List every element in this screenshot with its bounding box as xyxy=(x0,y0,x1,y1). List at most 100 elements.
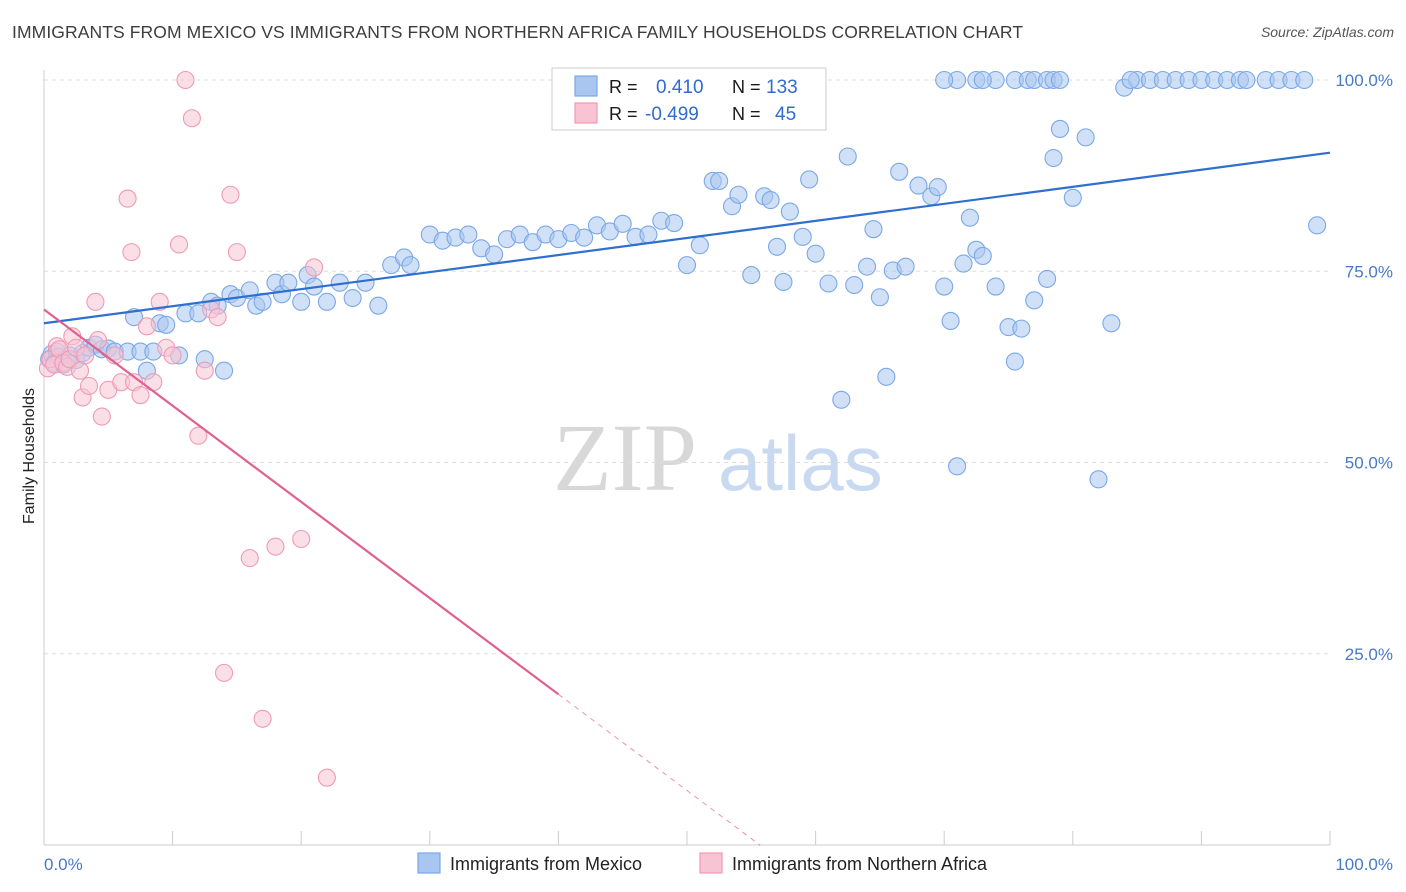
point-0-43 xyxy=(369,296,388,315)
point-0-75 xyxy=(761,191,780,210)
point-0-138 xyxy=(1050,70,1069,90)
source-label: Source: ZipAtlas.com xyxy=(1260,24,1394,40)
series-points-0 xyxy=(40,70,1327,489)
point-1-24 xyxy=(137,317,156,336)
point-0-84 xyxy=(838,147,857,166)
point-0-139 xyxy=(1121,70,1140,90)
y-tick-label-1: 75.0% xyxy=(1345,262,1393,281)
legend-n-value-mexico: 133 xyxy=(766,77,798,98)
point-0-113 xyxy=(1089,470,1108,489)
point-1-33 xyxy=(195,361,214,380)
point-0-95 xyxy=(928,178,947,197)
point-0-98 xyxy=(948,457,967,476)
point-0-83 xyxy=(832,390,851,409)
point-1-23 xyxy=(131,386,150,405)
legend-swatch-mexico xyxy=(574,75,598,97)
axes xyxy=(43,70,1331,846)
series-legend-swatch-mexico xyxy=(417,852,441,874)
point-1-12 xyxy=(76,346,95,365)
legend-r-value-mexico: 0.410 xyxy=(656,77,704,98)
point-1-28 xyxy=(163,346,182,365)
point-1-26 xyxy=(150,292,169,311)
point-0-141 xyxy=(973,70,992,90)
point-1-39 xyxy=(240,549,259,568)
legend-n-label-northern-africa: N = xyxy=(732,104,761,124)
point-0-73 xyxy=(742,266,761,285)
point-1-32 xyxy=(189,426,208,445)
point-1-14 xyxy=(86,292,105,311)
point-0-85 xyxy=(845,275,864,295)
point-1-36 xyxy=(214,663,234,682)
point-0-52 xyxy=(485,245,504,264)
point-0-111 xyxy=(1063,188,1082,207)
point-0-76 xyxy=(767,237,787,256)
point-0-102 xyxy=(973,246,992,265)
point-1-30 xyxy=(176,70,195,90)
series-legend-label-mexico: Immigrants from Mexico xyxy=(450,854,642,874)
point-0-70 xyxy=(710,171,729,191)
trend-lines xyxy=(43,151,1331,846)
point-1-29 xyxy=(169,235,189,254)
point-1-35 xyxy=(208,308,227,327)
series-points-1 xyxy=(38,70,336,787)
y-axis-label: Family Households xyxy=(21,388,38,524)
point-1-40 xyxy=(253,709,272,728)
point-1-13 xyxy=(79,376,99,396)
point-0-39 xyxy=(317,292,336,311)
point-0-92 xyxy=(896,257,915,276)
point-0-20 xyxy=(157,315,176,334)
point-0-88 xyxy=(870,288,889,307)
stats-legend-box xyxy=(551,67,827,131)
y-tick-label-3: 25.0% xyxy=(1345,645,1393,664)
point-1-37 xyxy=(221,185,240,204)
point-0-27 xyxy=(214,361,234,380)
point-0-105 xyxy=(1005,352,1024,371)
stats-legend: R = 0.410 N = 133 R = -0.499 N = 45 xyxy=(551,67,827,131)
trend-line-ext-1 xyxy=(558,693,761,846)
point-0-107 xyxy=(1025,291,1044,310)
point-0-110 xyxy=(1050,119,1069,139)
point-0-97 xyxy=(941,311,960,331)
point-0-64 xyxy=(639,225,658,244)
point-0-112 xyxy=(1076,128,1095,147)
x-tick-label-left: 0.0% xyxy=(44,855,83,874)
point-0-96 xyxy=(935,277,954,296)
y-tick-label-0: 100.0% xyxy=(1335,71,1393,90)
point-0-42 xyxy=(356,273,375,292)
x-tick-label-right: 100.0% xyxy=(1335,855,1393,874)
legend-swatch-northern-africa xyxy=(574,102,598,124)
point-0-99 xyxy=(954,254,973,273)
point-0-82 xyxy=(819,274,838,293)
series-legend: Immigrants from Mexico Immigrants from N… xyxy=(417,852,988,874)
point-0-106 xyxy=(1012,319,1031,338)
data-points xyxy=(38,70,1327,787)
point-1-20 xyxy=(118,189,137,208)
point-0-79 xyxy=(793,227,812,246)
trend-line-0 xyxy=(43,151,1331,325)
point-0-129 xyxy=(1295,70,1314,90)
legend-r-label-northern-africa: R = xyxy=(609,104,638,124)
series-legend-swatch-northern-africa xyxy=(699,852,723,874)
point-1-10 xyxy=(70,361,90,380)
point-1-41 xyxy=(266,537,285,556)
point-0-35 xyxy=(279,273,298,292)
legend-r-value-northern-africa: -0.499 xyxy=(645,104,699,125)
point-0-78 xyxy=(780,202,799,221)
point-0-67 xyxy=(677,256,697,275)
point-1-44 xyxy=(317,768,336,787)
point-0-68 xyxy=(690,236,709,255)
tick-labels: 100.0% 75.0% 50.0% 25.0% 0.0% 100.0% xyxy=(44,71,1393,874)
chart-title: IMMIGRANTS FROM MEXICO VS IMMIGRANTS FRO… xyxy=(12,22,1024,42)
point-0-36 xyxy=(292,292,311,311)
point-0-93 xyxy=(909,176,928,195)
legend-r-label-mexico: R = xyxy=(609,77,638,97)
point-0-142 xyxy=(1308,216,1327,235)
point-0-86 xyxy=(857,257,877,276)
point-0-80 xyxy=(800,170,819,189)
point-0-50 xyxy=(459,225,478,244)
series-legend-label-northern-africa: Immigrants from Northern Africa xyxy=(732,854,988,874)
point-0-125 xyxy=(1237,70,1256,90)
point-1-38 xyxy=(227,243,246,262)
point-1-21 xyxy=(122,243,141,262)
